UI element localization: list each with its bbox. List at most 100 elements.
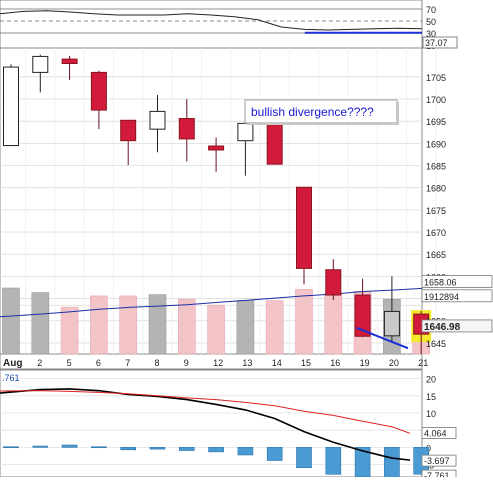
macd-histogram-bar — [32, 445, 49, 448]
candle-body — [354, 294, 371, 337]
candle-body — [383, 310, 400, 337]
candle-body — [266, 124, 283, 165]
volume-bar — [60, 306, 79, 355]
volume-bar — [31, 292, 50, 355]
candle-7 — [120, 119, 137, 166]
volume-bar — [324, 292, 343, 355]
price-grid — [0, 48, 437, 354]
moving-average-line — [0, 287, 423, 318]
candle-2 — [32, 54, 49, 93]
price-tick-label: 1685 — [426, 162, 446, 172]
price-tick-label: 1665 — [426, 250, 446, 260]
rsi-layer: 7050301037.07 — [0, 5, 458, 51]
macd-value-label: -3.697 — [424, 456, 450, 466]
candle-body — [325, 269, 342, 296]
price-tick-label: 1705 — [426, 73, 446, 83]
candle-body — [90, 71, 107, 111]
macd-histogram-bar — [266, 447, 283, 461]
macd-value-badge: 4.064 — [421, 427, 457, 439]
price-value-label: 1912894 — [424, 292, 459, 302]
macd-histogram-bar — [325, 447, 342, 475]
price-tick-label: 1675 — [426, 206, 446, 216]
price-tick-label: 1690 — [426, 139, 446, 149]
x-tick-label: 13 — [242, 358, 252, 368]
price-tick-label: 1645 — [426, 339, 446, 349]
volume-bar — [90, 295, 108, 355]
rsi-value-label: 37.07 — [425, 38, 448, 48]
candle-12 — [208, 137, 225, 172]
macd-value-badge-box — [421, 427, 457, 439]
candle-15 — [296, 186, 312, 285]
price-value-badge: 1646.98 — [421, 319, 493, 333]
candle-20 — [383, 276, 400, 342]
candle-body — [208, 145, 225, 151]
rsi-tick-label: 50 — [426, 17, 436, 27]
x-tick-label: 6 — [96, 358, 101, 368]
x-tick-label: 8 — [155, 358, 160, 368]
rsi-panel — [0, 0, 423, 49]
candle-body — [149, 110, 166, 130]
candle-8 — [149, 95, 166, 153]
macd-histogram-bar — [237, 447, 254, 456]
macd-line — [0, 388, 411, 461]
macd-histogram-bar — [384, 447, 400, 480]
candle-19 — [354, 278, 371, 338]
macd-tick-label: 20 — [426, 375, 436, 385]
annotation-box: bullish divergence???? — [244, 99, 399, 125]
macd-value-badge: -3.697 — [421, 454, 457, 467]
price-trendline — [356, 326, 409, 350]
candle-16 — [325, 259, 342, 300]
candle-body — [237, 122, 254, 142]
x-tick-label: 16 — [330, 358, 340, 368]
x-tick-label: 2 — [37, 358, 42, 368]
macd-histogram-bar — [61, 444, 78, 448]
volume-bar — [236, 300, 255, 355]
volume-bar — [207, 304, 225, 355]
macd-value-badge-box — [421, 454, 457, 467]
price-value-label: 1646.98 — [424, 322, 461, 333]
macd-histogram-bar — [3, 446, 19, 449]
price-value-badge: 1912894 — [421, 289, 493, 303]
candle-body — [32, 55, 49, 73]
candle-9 — [178, 99, 195, 162]
price-value-badge: 1658.06 — [421, 275, 493, 289]
moving-average-layer — [0, 287, 423, 318]
rsi-value-badge-box — [422, 36, 458, 49]
price-tick-label: 1695 — [426, 117, 446, 127]
macd-histogram-bar — [208, 447, 224, 453]
macd-histogram-bar — [91, 446, 107, 449]
macd-signal-line — [0, 390, 411, 434]
macd-histogram-bar — [179, 447, 195, 451]
macd-partial-label: .761 — [2, 373, 20, 383]
price-tick-label: 1670 — [426, 228, 446, 238]
x-tick-label: 21 — [418, 358, 428, 368]
candle-14 — [266, 124, 283, 165]
x-tick-label: Aug — [3, 358, 22, 369]
price-value-badge-box — [421, 289, 493, 303]
x-tick-label: 12 — [213, 358, 223, 368]
macd-histogram-bar — [149, 447, 166, 450]
candle-body — [296, 186, 312, 269]
rsi-line — [0, 10, 423, 31]
price-axis: 1705170016951690168516801675167016651660… — [421, 73, 493, 349]
x-tick-label: 14 — [272, 358, 282, 368]
volume-bar — [119, 295, 137, 355]
x-tick-label: 19 — [360, 358, 370, 368]
candle-body — [178, 118, 195, 140]
macd-histogram-bar — [296, 447, 312, 469]
macd-value-label: -7.761 — [424, 471, 450, 477]
price-value-label: 1658.06 — [424, 278, 457, 288]
volume-bar — [295, 289, 313, 355]
candle-5 — [61, 55, 78, 80]
x-tick-label: 7 — [125, 358, 130, 368]
price-tick-label: 1700 — [426, 95, 446, 105]
macd-histogram-bar — [120, 447, 136, 451]
macd-value-label: 4.064 — [424, 428, 447, 438]
rsi-tick-label: 70 — [426, 5, 436, 15]
volume-bar — [178, 298, 196, 355]
volume-bar — [265, 300, 284, 355]
candle-1 — [3, 64, 19, 147]
candlesticks — [3, 54, 432, 354]
rsi-tick-label: 30 — [426, 29, 436, 39]
